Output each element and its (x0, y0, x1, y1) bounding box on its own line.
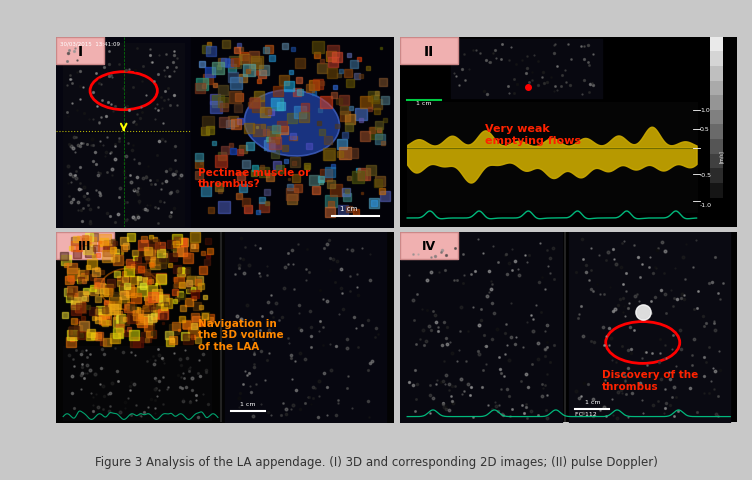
Bar (710, 169, 723, 184)
Bar (710, 184, 723, 198)
Bar (710, 110, 723, 125)
Bar (710, 52, 723, 67)
Bar (710, 140, 723, 155)
Text: 0.5: 0.5 (700, 127, 710, 132)
Ellipse shape (244, 91, 339, 156)
FancyBboxPatch shape (56, 233, 114, 259)
Text: II: II (424, 45, 434, 59)
Text: Discovery of the
thrombus: Discovery of the thrombus (602, 369, 699, 391)
Text: III: III (78, 240, 92, 252)
FancyBboxPatch shape (56, 38, 104, 65)
Bar (710, 82, 723, 96)
Bar (710, 198, 723, 213)
Text: Navigation in
the 3D volume
of the LAA: Navigation in the 3D volume of the LAA (198, 318, 284, 351)
Text: Pectinae muscle or
thrombus?: Pectinae muscle or thrombus? (198, 168, 310, 189)
Bar (710, 37, 723, 52)
Text: IV: IV (422, 240, 436, 252)
Bar (710, 125, 723, 140)
FancyBboxPatch shape (400, 38, 458, 65)
Text: 1 cm: 1 cm (417, 101, 432, 106)
Bar (710, 96, 723, 110)
Text: -1.0: -1.0 (700, 203, 712, 208)
Text: 1 cm: 1 cm (584, 399, 600, 405)
Text: FC 112: FC 112 (575, 411, 597, 416)
Ellipse shape (100, 269, 161, 311)
Text: Figure 3 Analysis of the LA appendage. (I) 3D and corresponding 2D images; (II) : Figure 3 Analysis of the LA appendage. (… (95, 455, 657, 468)
Text: -0.5: -0.5 (700, 172, 712, 178)
Text: 1 cm: 1 cm (341, 206, 358, 212)
Text: [m/s]: [m/s] (720, 150, 724, 162)
Bar (710, 155, 723, 169)
Text: 1 cm: 1 cm (241, 401, 256, 407)
FancyBboxPatch shape (400, 233, 458, 259)
Text: I: I (77, 45, 83, 59)
Text: Very weak
emptying flows: Very weak emptying flows (484, 124, 581, 145)
Bar (710, 67, 723, 82)
Text: 1.0: 1.0 (700, 108, 710, 113)
Text: 30/03/2015  13:41:09: 30/03/2015 13:41:09 (59, 41, 120, 46)
